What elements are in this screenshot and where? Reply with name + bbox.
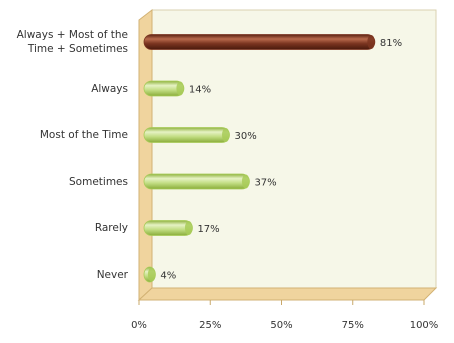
x-tick-label: 0% [131,320,147,331]
left-wall [138,8,153,302]
x-tick-label: 50% [270,320,292,331]
y-tick-label: Never [96,268,128,281]
bar [143,127,230,143]
y-tick-label: Always [91,82,128,95]
x-tick-label: 75% [342,320,364,331]
x-tick-label: 100% [410,320,439,331]
value-label: 14% [189,85,211,96]
y-tick-label: Rarely [94,222,128,234]
bar-cap [367,35,375,49]
value-label: 37% [254,178,276,189]
y-tick-label: Always + Most of the Time + Sometimes [16,29,128,55]
y-tick-label: Sometimes [69,175,128,188]
bar-cap [147,267,156,282]
bar [143,173,250,190]
bar-cap [222,128,230,142]
value-label: 30% [235,131,257,142]
value-label: 4% [160,271,176,282]
back-wall [151,9,437,289]
bar-cap [184,221,193,235]
x-tick-label: 25% [199,320,221,331]
bar-cap [241,174,250,189]
y-tick-label: Most of the Time [39,129,128,141]
bar-cap [176,81,184,96]
value-label: 81% [380,38,402,49]
value-label: 17% [197,224,219,235]
bar [143,34,376,50]
floor [137,287,438,301]
